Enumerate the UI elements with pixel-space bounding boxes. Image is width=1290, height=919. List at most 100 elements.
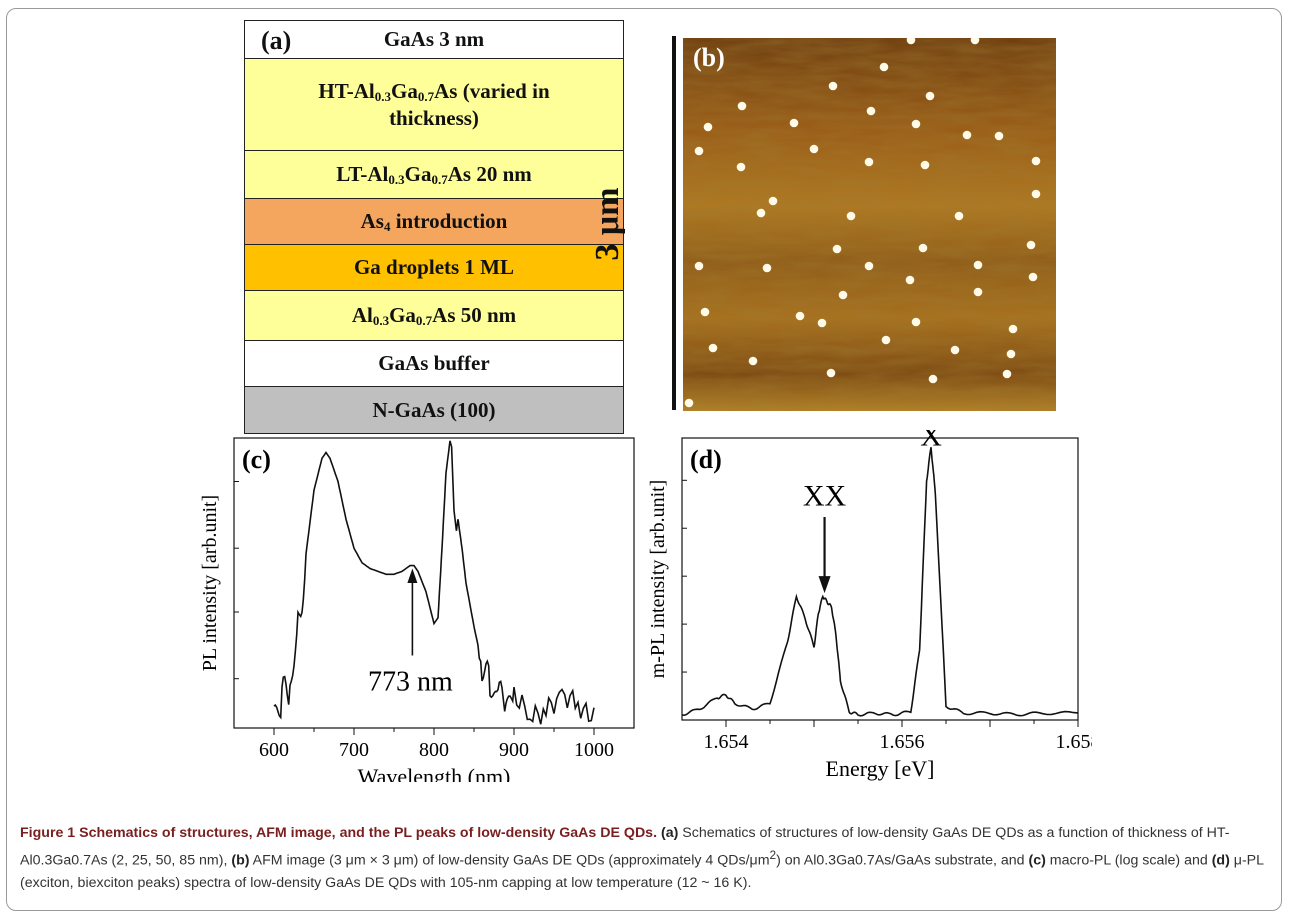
layer-label: Ga droplets 1 ML (353, 255, 515, 280)
layer-lt-algaas: LT-Al0.3Ga0.7As 20 nm (245, 151, 623, 199)
quantum-dot (789, 118, 799, 128)
quantum-dot (954, 211, 964, 221)
quantum-dot (846, 211, 856, 221)
layer-label: As4 introduction (360, 208, 508, 234)
quantum-dot (928, 374, 938, 384)
panel-b-label: (b) (693, 43, 725, 72)
quantum-dot (879, 62, 889, 72)
quantum-dot (826, 368, 836, 378)
scale-bar (672, 36, 676, 410)
quantum-dot (832, 244, 842, 254)
quantum-dot (700, 307, 710, 317)
quantum-dot (973, 287, 983, 297)
caption-title: Figure 1 Schematics of structures, AFM i… (20, 825, 658, 841)
layer-label: N-GaAs (100) (372, 397, 496, 422)
quantum-dot (925, 91, 935, 101)
caption-b-text-post: ) on Al0.3Ga0.7As/GaAs substrate, and (776, 852, 1029, 869)
spectrum-line (273, 440, 595, 725)
quantum-dot (866, 106, 876, 116)
layer-gaas-buffer: GaAs buffer (245, 341, 623, 387)
quantum-dot (906, 38, 916, 45)
panel-a-label: (a) (261, 26, 292, 55)
layer-gaas-cap: (a) GaAs 3 nm (245, 21, 623, 59)
layer-label: LT-Al0.3Ga0.7As 20 nm (336, 161, 532, 187)
annotation-arrowhead (407, 568, 418, 583)
caption-d-text: μ-PL (exciton, biexciton peaks) spectra … (20, 852, 1264, 891)
quantum-dot (1026, 240, 1036, 250)
quantum-dot (911, 119, 921, 129)
x-tick-label: 1.654 (704, 731, 749, 753)
x-tick-label: 1000 (574, 739, 614, 761)
x-tick-label: 600 (259, 739, 289, 761)
quantum-dot (828, 81, 838, 91)
quantum-dot (795, 311, 805, 321)
quantum-dot (756, 208, 766, 218)
quantum-dot (748, 356, 758, 366)
quantum-dot (973, 260, 983, 270)
quantum-dot (881, 335, 891, 345)
quantum-dot (694, 261, 704, 271)
layer-n-gaas: N-GaAs (100) (245, 387, 623, 433)
quantum-dot (684, 398, 694, 408)
quantum-dot (708, 343, 718, 353)
quantum-dot (809, 144, 819, 154)
spectrum-line (681, 447, 1079, 717)
quantum-dot (1031, 189, 1041, 199)
caption-d-label: (d) (1211, 852, 1230, 869)
quantum-dot (736, 162, 746, 172)
layer-label: HT-Al0.3Ga0.7As (varied in thickness) (318, 78, 550, 130)
layer-algaas-50: Al0.3Ga0.7As 50 nm (245, 291, 623, 341)
quantum-dot (918, 243, 928, 253)
caption-b-sup: 2 (769, 848, 777, 862)
quantum-dot (838, 290, 848, 300)
quantum-dot (905, 275, 915, 285)
caption-a-text: Schematics of structures of low-density … (20, 825, 1230, 869)
chart-micro-pl: 1.654 1.656 1.658 Energy [eV] m-PL intensity… (648, 430, 1093, 781)
quantum-dot (911, 317, 921, 327)
annotation-label: X (920, 430, 942, 453)
annotation-label: XX (803, 480, 847, 513)
caption-c-text: macro-PL (log scale) and (1045, 852, 1212, 869)
panel-label: (d) (690, 445, 722, 474)
quantum-dot (970, 38, 980, 45)
quantum-dot (920, 160, 930, 170)
chart-macro-pl: 600 700 800 900 1000 Wavelength (nm) PL intens… (199, 437, 635, 782)
quantum-dot (864, 261, 874, 271)
caption-b-text: AFM image (3 μm × 3 μm) of low-density G… (249, 852, 770, 869)
x-tick-label: 800 (419, 739, 449, 761)
quantum-dot (1002, 369, 1012, 379)
quantum-dot (950, 345, 960, 355)
layer-label: GaAs 3 nm (383, 27, 485, 52)
y-axis-label: PL intensity [arb.unit] (199, 495, 221, 671)
quantum-dot (737, 101, 747, 111)
quantum-dot (1006, 349, 1016, 359)
annotation-arrowhead (818, 576, 831, 594)
quantum-dot (768, 196, 778, 206)
layer-ht-algaas: HT-Al0.3Ga0.7As (varied in thickness) (245, 59, 623, 151)
scale-bar-label: 3 μm (589, 187, 626, 261)
y-axis-label: m-PL intensity [arb.unit] (648, 480, 669, 679)
quantum-dot (864, 157, 874, 167)
x-tick-label: 900 (499, 739, 529, 761)
layer-label: GaAs buffer (378, 351, 490, 376)
quantum-dot (817, 318, 827, 328)
quantum-dot (762, 263, 772, 273)
caption-a-label: (a) (660, 825, 679, 841)
annotation-label: 773 nm (368, 666, 453, 697)
quantum-dot (1028, 272, 1038, 282)
panel-label: (c) (242, 445, 271, 474)
quantum-dot (694, 146, 704, 156)
figure-frame (6, 8, 1282, 911)
figure-caption: Figure 1 Schematics of structures, AFM i… (20, 822, 1272, 894)
caption-b-label: (b) (231, 852, 250, 869)
layer-label: Al0.3Ga0.7As 50 nm (351, 302, 517, 328)
layer-ga-droplets: Ga droplets 1 ML (245, 245, 623, 291)
quantum-dot (962, 130, 972, 140)
quantum-dot (1031, 156, 1041, 166)
x-axis-label: Energy [eV] (826, 756, 935, 781)
x-tick-label: 1.658 (1056, 731, 1093, 753)
plot-frame (681, 437, 1079, 721)
caption-c-label: (c) (1028, 852, 1046, 869)
layer-stack: (a) GaAs 3 nm HT-Al0.3Ga0.7As (varied in… (244, 20, 624, 434)
afm-image: (b) (683, 38, 1056, 411)
